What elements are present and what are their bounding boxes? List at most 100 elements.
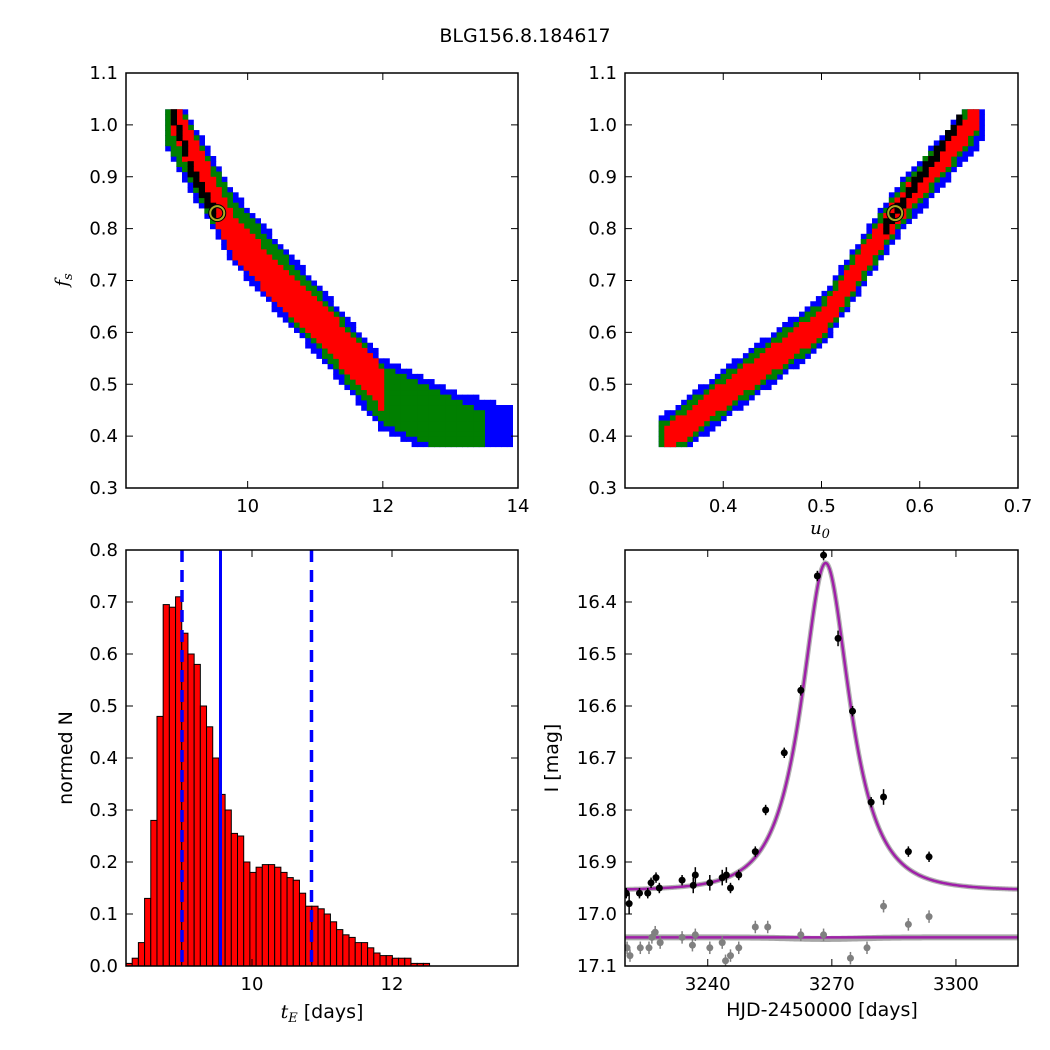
heatmap-cell-blue bbox=[210, 156, 217, 162]
heatmap-cell-green bbox=[417, 389, 424, 396]
heatmap-cell-red bbox=[299, 322, 306, 328]
heatmap-cell-green bbox=[883, 207, 890, 214]
heatmap-cell-green bbox=[277, 254, 284, 261]
heatmap-cell-red bbox=[928, 171, 935, 178]
heatmap-cell-black bbox=[170, 109, 177, 116]
heatmap-cell-green bbox=[406, 394, 413, 401]
heatmap-cell-blue bbox=[978, 119, 985, 126]
heatmap-cell-red bbox=[860, 264, 868, 271]
heatmap-cell-blue bbox=[266, 296, 273, 302]
heatmap-cell-black bbox=[956, 119, 963, 126]
heatmap-cell-red bbox=[765, 363, 772, 370]
heatmap-cell-red bbox=[973, 114, 980, 121]
heatmap-cell-red bbox=[922, 187, 929, 193]
heatmap-cell-green bbox=[872, 223, 879, 230]
heatmap-cell-blue bbox=[473, 405, 480, 411]
heatmap-cell-green bbox=[428, 436, 435, 442]
heatmap-cell-red bbox=[182, 119, 189, 126]
heatmap-cell-red bbox=[945, 150, 952, 157]
y-tick-label: 1.1 bbox=[89, 63, 118, 84]
heatmap-cell-red bbox=[860, 249, 868, 256]
heatmap-cell-blue bbox=[894, 233, 901, 240]
heatmap-cell-red bbox=[748, 379, 755, 385]
heatmap-cell-red bbox=[692, 425, 699, 432]
residual-point bbox=[718, 939, 726, 947]
data-point bbox=[867, 798, 875, 806]
histogram-bar bbox=[360, 942, 369, 967]
heatmap-cell-blue bbox=[872, 218, 879, 225]
heatmap-cell-blue bbox=[866, 228, 873, 235]
heatmap-cell-blue bbox=[310, 280, 317, 287]
heatmap-cell-green bbox=[389, 384, 396, 391]
heatmap-cell-green bbox=[450, 430, 457, 437]
heatmap-cell-green bbox=[905, 213, 912, 219]
heatmap-cell-blue bbox=[198, 202, 205, 209]
heatmap-cell-red bbox=[742, 384, 750, 391]
heatmap-cell-red bbox=[782, 347, 789, 354]
heatmap-cell-blue bbox=[697, 384, 705, 391]
heatmap-cell-green bbox=[473, 415, 480, 422]
heatmap-cell-red bbox=[310, 301, 317, 308]
heatmap-cell-green bbox=[422, 405, 429, 411]
heatmap-cell-blue bbox=[254, 218, 261, 225]
heatmap-cell-red bbox=[322, 342, 329, 349]
heatmap-cell-blue bbox=[933, 140, 940, 147]
heatmap-cell-green bbox=[350, 332, 357, 339]
x-tick-label: 12 bbox=[381, 974, 404, 995]
heatmap-cell-blue bbox=[827, 332, 834, 339]
data-point bbox=[644, 889, 652, 897]
heatmap-cell-green bbox=[422, 436, 429, 442]
heatmap-cell-red bbox=[238, 244, 245, 250]
heatmap-cell-green bbox=[288, 316, 295, 323]
heatmap-cell-green bbox=[350, 384, 357, 391]
heatmap-cell-green bbox=[815, 337, 823, 344]
heatmap-cell-red bbox=[366, 373, 373, 380]
heatmap-cell-green bbox=[406, 399, 413, 406]
heatmap-cell-red bbox=[322, 322, 329, 328]
heatmap-cell-red bbox=[770, 353, 778, 359]
heatmap-cell-green bbox=[821, 296, 828, 302]
heatmap-cell-green bbox=[260, 233, 267, 240]
heatmap-cell-blue bbox=[703, 384, 710, 391]
heatmap-cell-blue bbox=[877, 254, 884, 261]
heatmap-cell-green bbox=[467, 436, 474, 442]
heatmap-cell-blue bbox=[748, 394, 755, 401]
heatmap-cell-red bbox=[294, 311, 301, 318]
heatmap-cell-green bbox=[411, 430, 418, 437]
heatmap-cell-green bbox=[422, 415, 429, 422]
heatmap-cell-red bbox=[793, 342, 800, 349]
heatmap-cell-red bbox=[215, 213, 222, 219]
heatmap-cell-green bbox=[422, 394, 429, 401]
heatmap-cell-green bbox=[731, 368, 738, 375]
x-tick-label: 10 bbox=[236, 496, 259, 517]
heatmap-cell-red bbox=[182, 156, 189, 162]
heatmap-cell-red bbox=[277, 301, 284, 308]
heatmap-cell-red bbox=[170, 130, 177, 136]
heatmap-cell-red bbox=[855, 259, 862, 266]
heatmap-cell-red bbox=[933, 161, 940, 167]
heatmap-cell-green bbox=[170, 140, 177, 147]
heatmap-cell-green bbox=[894, 192, 901, 199]
heatmap-cell-red bbox=[675, 425, 682, 432]
heatmap-cell-blue bbox=[310, 342, 317, 349]
heatmap-cell-red bbox=[299, 301, 306, 308]
heatmap-cell-green bbox=[428, 425, 435, 432]
heatmap-cell-red bbox=[204, 181, 211, 188]
heatmap-cell-red bbox=[967, 124, 974, 131]
heatmap-cell-black bbox=[900, 202, 907, 209]
heatmap-cell-green bbox=[692, 394, 699, 401]
xlabel-tE-subscript: E bbox=[287, 1011, 298, 1026]
x-tick-label: 0.7 bbox=[1004, 496, 1033, 517]
heatmap-cell-green bbox=[478, 415, 485, 422]
heatmap-cell-red bbox=[860, 244, 868, 250]
heatmap-cell-blue bbox=[389, 425, 396, 432]
y-tick-label: 0.6 bbox=[89, 644, 118, 665]
data-point bbox=[735, 871, 743, 879]
heatmap-cell-blue bbox=[911, 207, 918, 214]
heatmap-cell-green bbox=[928, 187, 935, 193]
heatmap-cell-green bbox=[905, 176, 912, 183]
heatmap-cell-blue bbox=[731, 363, 738, 370]
heatmap-cell-blue bbox=[793, 358, 800, 365]
heatmap-cell-red bbox=[355, 347, 362, 354]
heatmap-cell-red bbox=[372, 389, 379, 396]
